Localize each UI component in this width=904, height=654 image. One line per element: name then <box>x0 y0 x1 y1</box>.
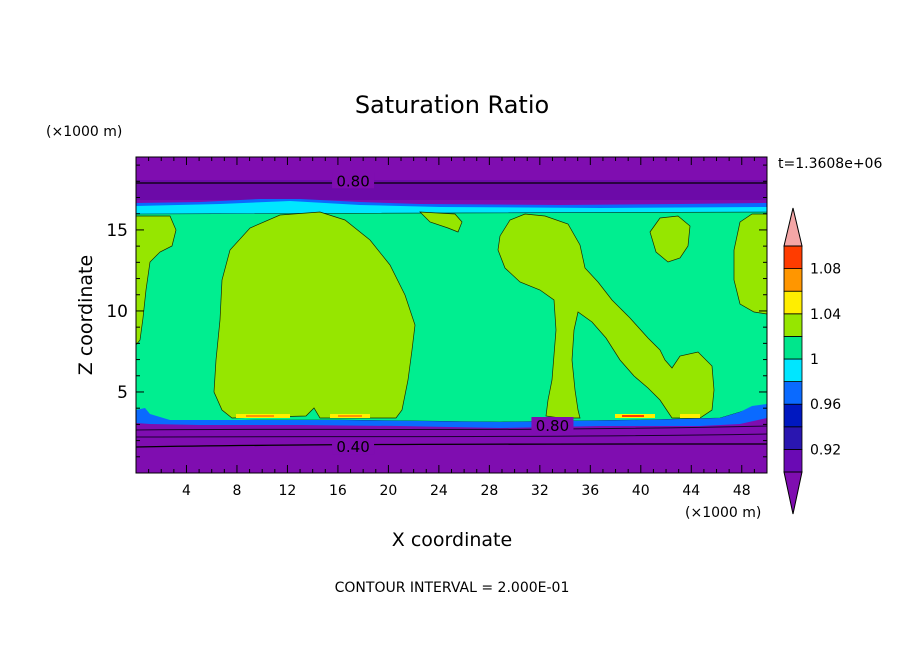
x-tick-label: 32 <box>531 483 549 499</box>
contour-label: 0.80 <box>336 172 369 190</box>
contour-label-bg <box>332 438 375 455</box>
region-bottom-blue <box>136 404 767 428</box>
contour-label-bg <box>531 417 574 434</box>
colorbar-bin <box>783 426 803 450</box>
time-label: t=1.3608e+06 <box>778 156 882 172</box>
x-tick-label: 36 <box>581 483 599 499</box>
contour-label: 0.80 <box>536 417 569 435</box>
x-tick-label: 48 <box>733 483 751 499</box>
region-yellow-streak-4 <box>680 414 700 418</box>
region-lime-right-large <box>497 213 715 419</box>
x-tick-label: 8 <box>232 483 241 499</box>
region-lime-right-small <box>649 215 691 263</box>
colorbar-under-triangle <box>783 471 803 515</box>
colorbar-bin <box>783 245 803 270</box>
region-orange-streak-3 <box>622 415 644 417</box>
chart-title: Saturation Ratio <box>355 91 549 119</box>
region-lime-left-edge <box>136 215 177 346</box>
colorbar-bin <box>783 290 803 315</box>
x-tick-label: 16 <box>329 483 347 499</box>
x-tick-label: 20 <box>379 483 397 499</box>
colorbar-tick-label: 1.04 <box>810 307 841 323</box>
x-tick-label: 12 <box>279 483 297 499</box>
region-orange-streak-2 <box>338 415 362 417</box>
contour-labels: 0.80 0.80 0.40 <box>332 172 574 456</box>
contour-interval-footer: CONTOUR INTERVAL = 2.000E-01 <box>335 580 570 596</box>
colorbar-over-triangle <box>783 207 803 247</box>
x-tick-label: 24 <box>430 483 448 499</box>
contour-lower-1 <box>136 425 767 431</box>
region-lime-large <box>213 211 416 419</box>
contour-label: 0.40 <box>336 438 369 456</box>
x-ticks: 4 8 12 16 20 24 28 32 36 40 44 48 <box>148 157 755 499</box>
x-unit-label: (×1000 m) <box>685 505 761 521</box>
colorbar-bin <box>783 313 803 337</box>
colorbar-tick-label: 0.96 <box>810 397 841 413</box>
colorbar-bin <box>783 335 803 360</box>
z-unit-label: (×1000 m) <box>46 124 122 140</box>
y-tick-label: 5 <box>117 383 128 403</box>
y-tick-label: 15 <box>106 221 128 241</box>
x-tick-label: 44 <box>682 483 700 499</box>
x-axis-label: X coordinate <box>392 529 512 551</box>
colorbar-bin <box>783 268 803 292</box>
colorbar-tick-label: 1 <box>810 352 819 368</box>
colorbar-bin <box>783 381 803 405</box>
colorbar-bin <box>783 448 803 473</box>
region-orange-streak-1 <box>246 415 274 417</box>
y-ticks: 5 10 15 <box>106 164 767 458</box>
y-axis-label: Z coordinate <box>75 255 97 375</box>
region-lime-right-edge <box>733 213 767 315</box>
region-lime-small-top <box>419 211 463 233</box>
contour-label-bg <box>332 172 375 189</box>
y-tick-label: 10 <box>106 302 128 322</box>
region-upper-band <box>136 180 767 200</box>
x-tick-label: 4 <box>182 483 191 499</box>
colorbar: 0.92 0.96 1 1.04 1.08 <box>783 207 841 515</box>
colorbar-tick-label: 1.08 <box>810 262 841 278</box>
x-tick-label: 40 <box>632 483 650 499</box>
colorbar-tick-label: 0.92 <box>810 442 841 458</box>
contour-lower-3 <box>136 443 767 448</box>
colorbar-bin <box>783 403 803 428</box>
x-tick-label: 28 <box>480 483 498 499</box>
colorbar-bin <box>783 358 803 383</box>
contour-lower-2 <box>136 433 767 438</box>
